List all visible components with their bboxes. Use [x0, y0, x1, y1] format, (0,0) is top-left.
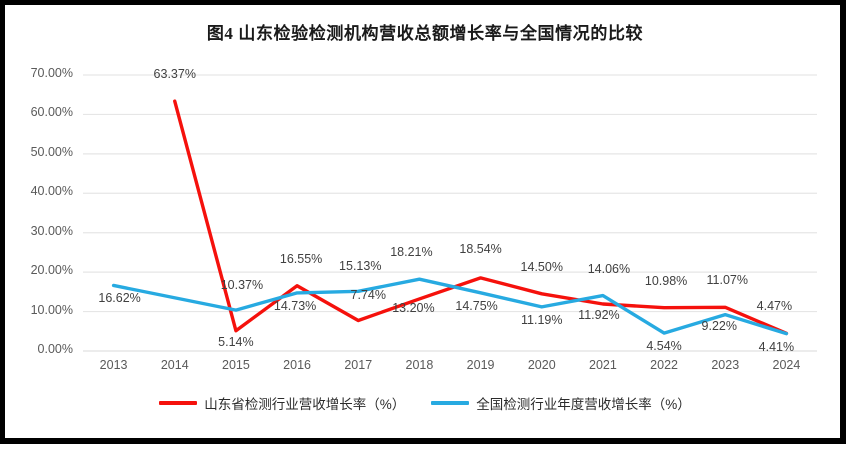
data-point-label: 11.92%	[578, 308, 620, 322]
data-point-label: 4.41%	[758, 339, 795, 354]
legend-item-national[interactable]: 全国检测行业年度营收增长率（%）	[431, 393, 691, 413]
x-axis-tick-label: 2019	[466, 358, 495, 372]
y-axis-tick-label: 60.00%	[30, 105, 73, 120]
data-point-label: 10.37%	[220, 278, 264, 293]
series-line-shandong	[173, 99, 789, 336]
data-point-label: 13.20%	[392, 300, 435, 315]
legend-color-swatch	[431, 401, 470, 405]
data-point-label: 14.73%	[273, 298, 317, 313]
x-axis-tick-label: 2021	[589, 358, 617, 372]
y-axis-tick-label: 70.00%	[30, 66, 73, 80]
y-axis-tick-label: 10.00%	[30, 302, 73, 317]
data-point-label: 7.74%	[350, 288, 386, 303]
y-axis-tick-label: 40.00%	[30, 184, 73, 199]
data-point-label: 11.19%	[521, 312, 563, 327]
data-point-label: 18.54%	[459, 241, 502, 256]
data-point-label: 63.37%	[153, 67, 196, 82]
data-point-label: 14.75%	[455, 298, 498, 313]
data-point-label: 15.13%	[339, 259, 382, 274]
y-axis-tick-label: 20.00%	[30, 263, 73, 278]
data-point-label: 11.07%	[706, 273, 748, 288]
x-axis-tick-label: 2022	[650, 358, 678, 372]
chart-plot-svg	[83, 74, 817, 352]
chart-legend: 山东省检测行业营收增长率（%） 全国检测行业年度营收增长率（%）	[5, 393, 845, 413]
data-point-label: 16.55%	[279, 251, 323, 266]
x-axis-tick-label: 2016	[283, 358, 311, 372]
data-point-label: 16.62%	[98, 291, 141, 306]
data-point-label: 14.06%	[587, 261, 631, 276]
y-axis-tick-label: 0.00%	[37, 342, 73, 356]
x-axis-tick-label: 2024	[772, 358, 801, 372]
data-point-label: 18.21%	[390, 245, 433, 260]
data-point-label: 4.54%	[646, 339, 682, 354]
y-axis-tick-label: 30.00%	[30, 223, 73, 238]
legend-color-swatch	[159, 401, 198, 405]
x-axis-tick-label: 2018	[405, 358, 434, 372]
data-point-label: 14.50%	[520, 259, 563, 274]
x-axis-tick-label: 2017	[344, 358, 373, 372]
gridlines-group	[83, 74, 817, 352]
x-axis-tick-label: 2014	[160, 358, 189, 372]
series-lines-group	[111, 99, 789, 336]
series-line-national	[111, 277, 789, 336]
data-point-label: 10.98%	[644, 273, 688, 288]
x-axis-tick-label: 2020	[527, 358, 556, 372]
y-axis-tick-label: 50.00%	[30, 144, 73, 159]
legend-label: 山东省检测行业营收增长率（%）	[204, 397, 406, 412]
x-axis-tick-label: 2015	[222, 358, 250, 372]
x-axis-tick-label: 2023	[711, 358, 740, 372]
data-point-label: 4.47%	[756, 299, 793, 314]
x-axis-tick-label: 2013	[99, 358, 128, 372]
data-point-label: 5.14%	[218, 334, 254, 349]
data-point-label: 9.22%	[701, 318, 737, 333]
legend-item-shandong[interactable]: 山东省检测行业营收增长率（%）	[159, 393, 405, 413]
page-title: 图4 山东检验检测机构营收总额增长率与全国情况的比较	[206, 24, 644, 43]
line-chart: 0.00% 10.00% 20.00% 30.00% 40.00% 50.00% 60.00…	[5, 5, 846, 449]
legend-label: 全国检测行业年度营收增长率（%）	[476, 397, 691, 412]
